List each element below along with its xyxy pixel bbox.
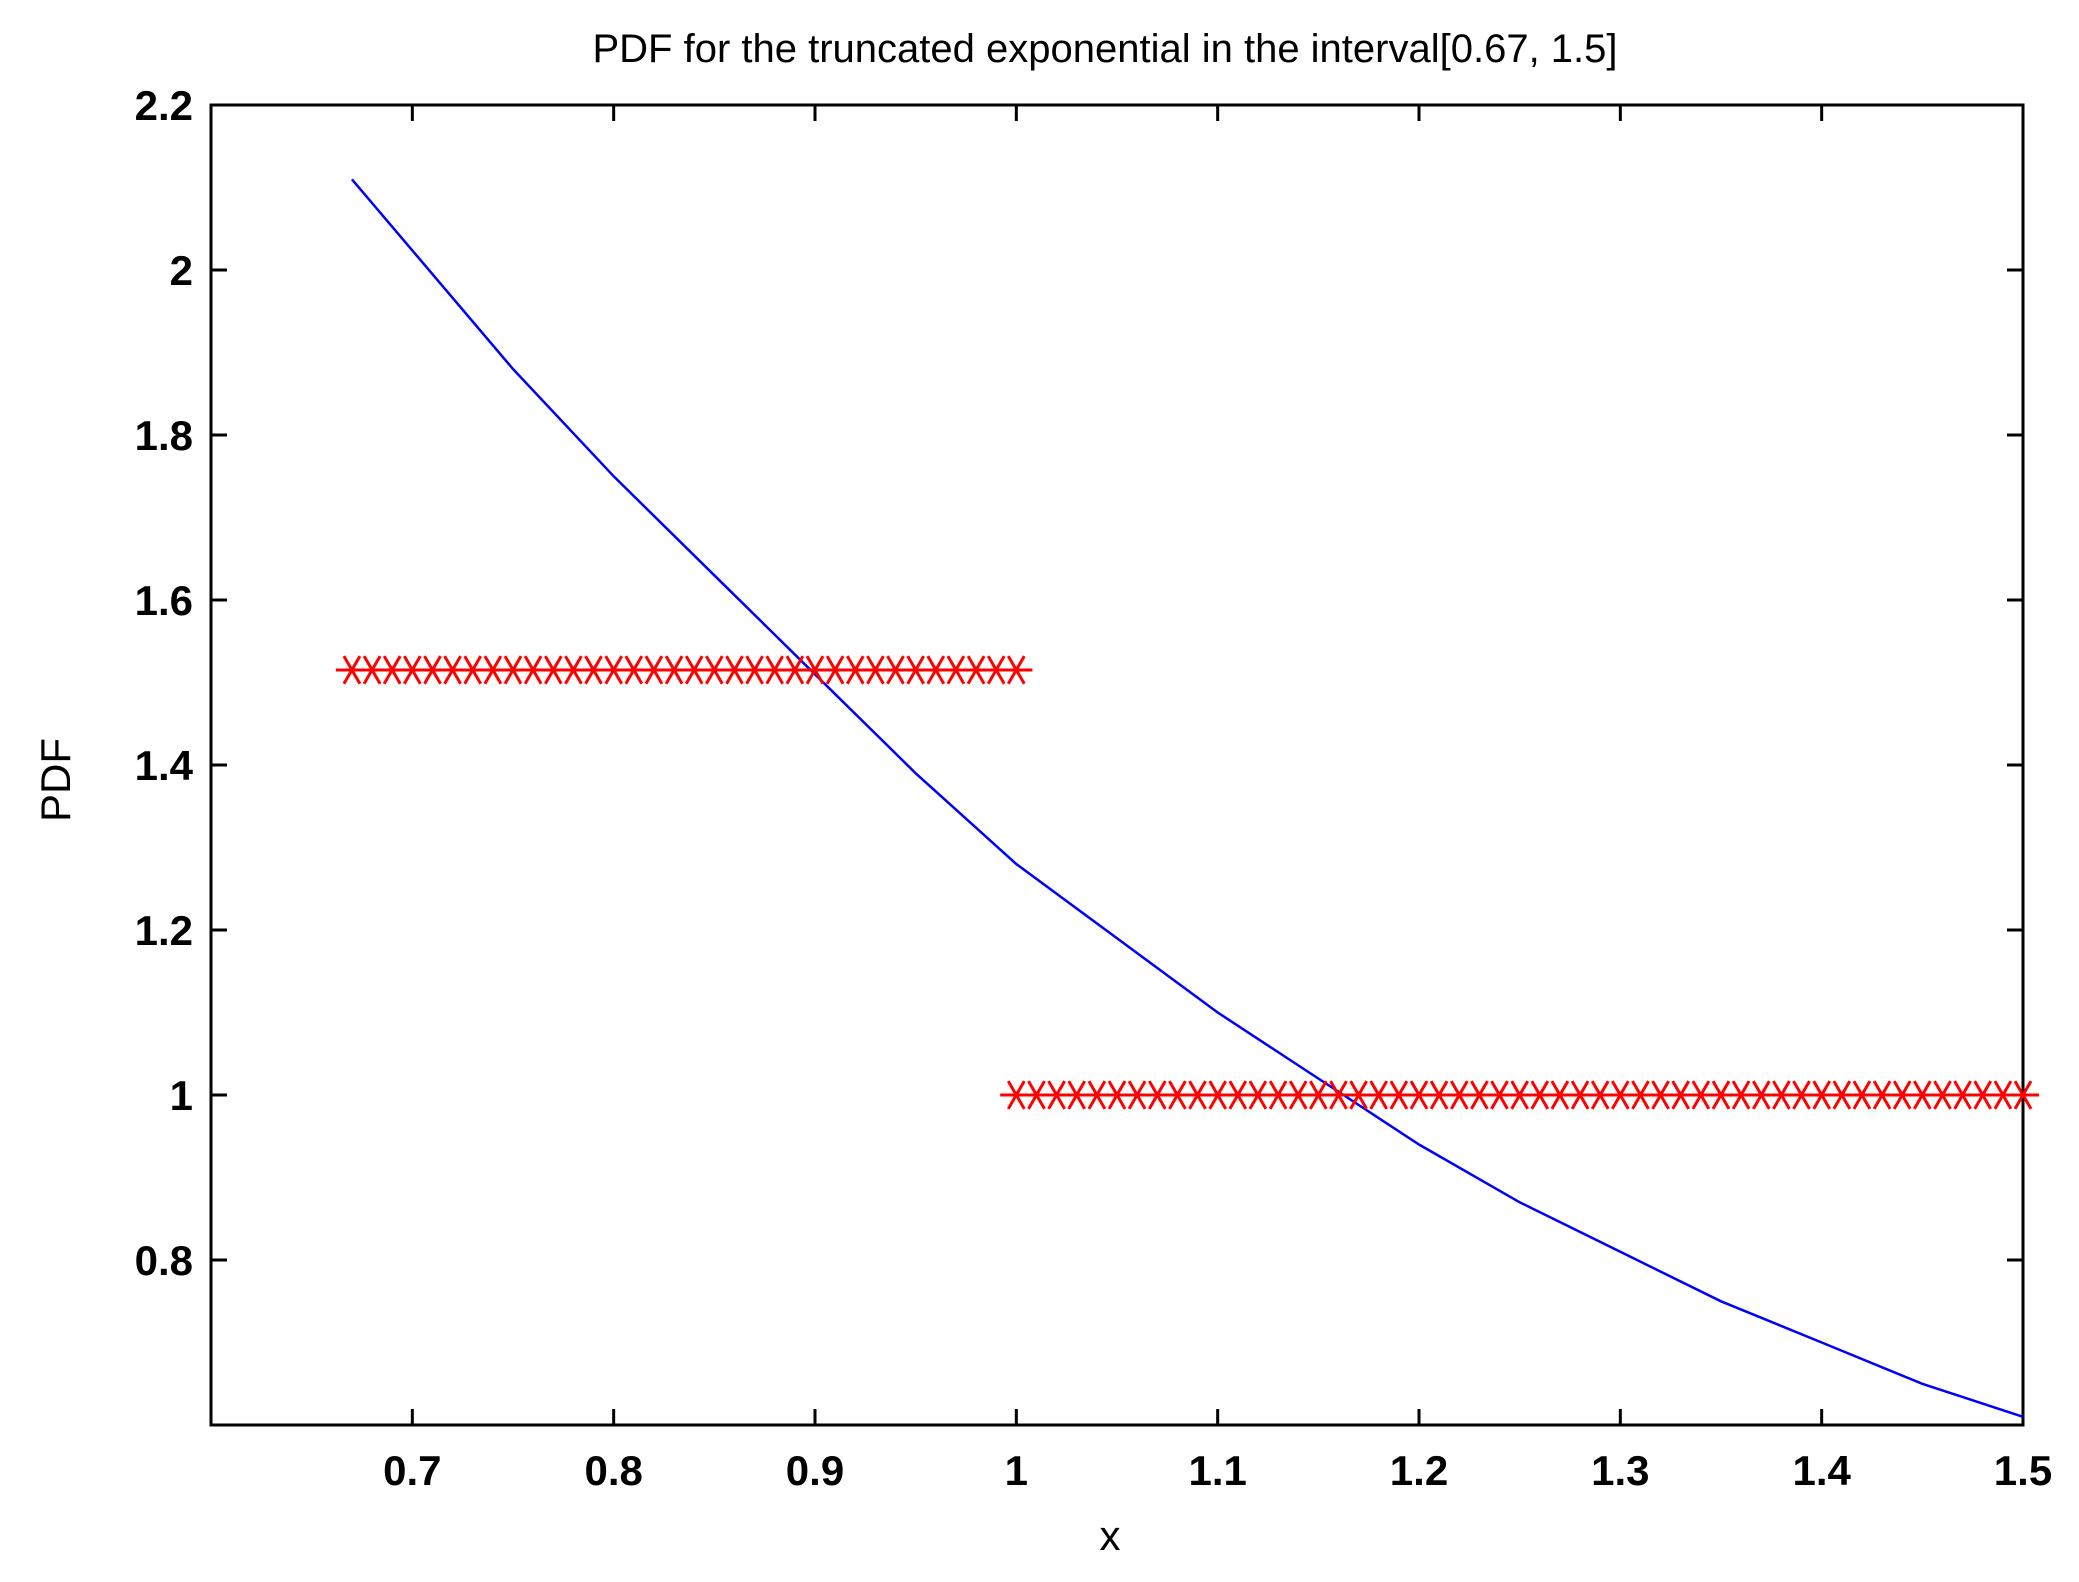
y-tick-label: 1.4 xyxy=(135,742,194,789)
x-tick-label: 0.9 xyxy=(786,1447,844,1494)
x-tick-label: 0.7 xyxy=(383,1447,441,1494)
tick-labels: 0.7 0.8 0.9 1 1.1 1.2 1.3 1.4 1.5 0.8 1 1.2 1.4 1.6 1.… xyxy=(135,82,2053,1494)
y-tick-label: 2 xyxy=(170,247,193,294)
plot-area xyxy=(209,103,2025,1427)
star-marker-series xyxy=(335,655,1033,685)
star-marker xyxy=(1000,655,1033,685)
pdf-curve-line xyxy=(350,178,2024,1418)
y-tick-label: 2.2 xyxy=(135,82,193,129)
x-tick-label: 1.1 xyxy=(1188,1447,1246,1494)
star-marker-series xyxy=(1000,1080,2039,1110)
star-marker xyxy=(2007,1080,2039,1110)
y-tick-label: 1.6 xyxy=(135,577,193,624)
y-tick-label: 1 xyxy=(170,1072,193,1119)
y-tick-label: 0.8 xyxy=(135,1237,193,1284)
y-axis-label: PDF xyxy=(32,738,79,822)
y-tick-label: 1.2 xyxy=(135,907,193,954)
x-axis-label: x xyxy=(1100,1512,1121,1559)
star-marker xyxy=(1302,1080,1335,1110)
x-tick-label: 1.5 xyxy=(1994,1447,2052,1494)
chart-title: PDF for the truncated exponential in the… xyxy=(592,27,1617,71)
series-layer xyxy=(335,178,2039,1418)
axis-ticks xyxy=(211,103,2025,1425)
x-tick-label: 0.8 xyxy=(584,1447,642,1494)
y-tick-label: 1.8 xyxy=(135,412,193,459)
x-tick-label: 1.2 xyxy=(1390,1447,1448,1494)
x-tick-label: 1 xyxy=(1005,1447,1028,1494)
x-tick-label: 1.4 xyxy=(1792,1447,1851,1494)
x-tick-label: 1.3 xyxy=(1591,1447,1649,1494)
star-marker xyxy=(919,655,952,685)
star-marker xyxy=(1000,1080,1033,1110)
star-marker xyxy=(859,655,892,685)
